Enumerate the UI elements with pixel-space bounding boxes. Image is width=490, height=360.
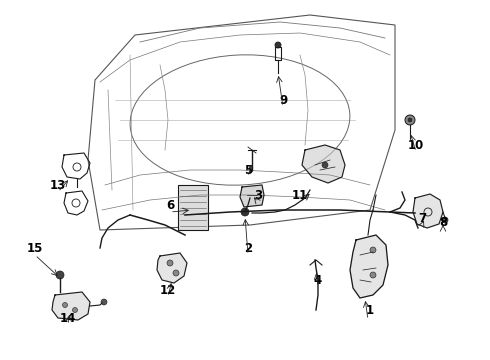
Text: 4: 4 — [314, 274, 322, 287]
Text: 6: 6 — [166, 198, 174, 212]
Polygon shape — [413, 194, 443, 228]
Circle shape — [241, 208, 249, 216]
Text: 15: 15 — [27, 242, 43, 255]
Circle shape — [370, 272, 376, 278]
Circle shape — [173, 270, 179, 276]
Text: 9: 9 — [279, 94, 287, 107]
Text: 5: 5 — [244, 163, 252, 176]
Circle shape — [63, 302, 68, 307]
Circle shape — [405, 115, 415, 125]
Circle shape — [408, 118, 412, 122]
Polygon shape — [52, 292, 90, 320]
Text: 11: 11 — [292, 189, 308, 202]
Text: 13: 13 — [50, 179, 66, 192]
Circle shape — [275, 42, 281, 48]
Circle shape — [442, 217, 448, 223]
Circle shape — [56, 271, 64, 279]
Circle shape — [167, 260, 173, 266]
Text: 10: 10 — [408, 139, 424, 152]
Circle shape — [73, 307, 77, 312]
Polygon shape — [302, 145, 345, 183]
Circle shape — [370, 247, 376, 253]
Text: 3: 3 — [254, 189, 262, 202]
Circle shape — [322, 162, 328, 168]
Text: 2: 2 — [244, 242, 252, 255]
Bar — [178, 185, 208, 230]
Text: 1: 1 — [366, 303, 374, 316]
Polygon shape — [240, 185, 264, 207]
Text: 8: 8 — [439, 216, 447, 229]
Text: 14: 14 — [60, 311, 76, 324]
Circle shape — [101, 299, 107, 305]
Polygon shape — [157, 253, 187, 283]
Text: 12: 12 — [160, 284, 176, 297]
Polygon shape — [350, 235, 388, 298]
Text: 7: 7 — [418, 212, 426, 225]
